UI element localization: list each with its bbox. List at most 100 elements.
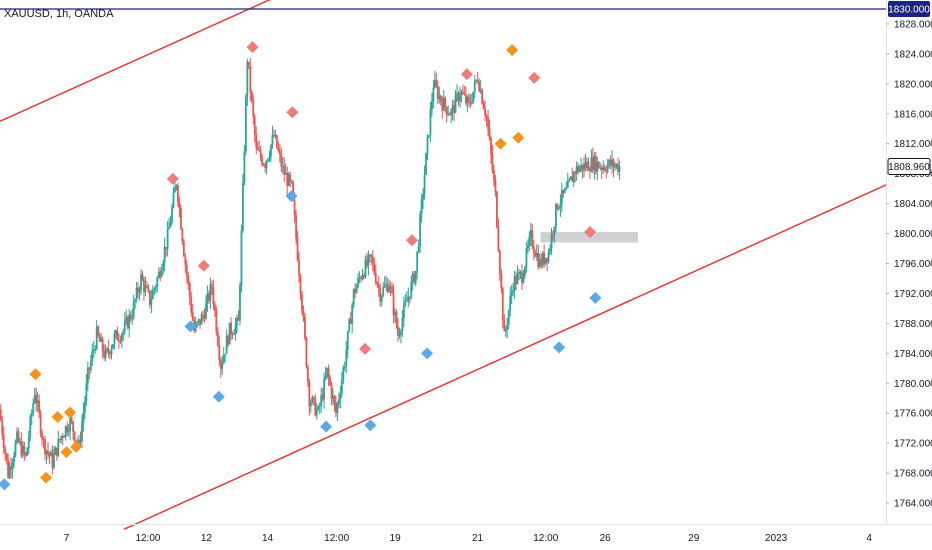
candle-body (265, 160, 268, 168)
time-tick-label: 7 (64, 533, 70, 544)
candle-body (185, 264, 188, 276)
candle-body (419, 214, 422, 247)
time-tick-label: 29 (688, 533, 700, 544)
candle-body (256, 147, 259, 151)
candle-body (70, 416, 73, 422)
candle-body (366, 259, 368, 266)
candle-body (553, 226, 556, 235)
horizontal-line-price-label: 1830.000 (888, 4, 930, 15)
candle-body (29, 416, 32, 438)
candle-body (268, 156, 271, 160)
candle-body (605, 170, 608, 172)
candle-body (574, 172, 577, 174)
candle-body (469, 101, 472, 104)
price-tick-label: 1820.000 (894, 79, 932, 90)
candle-body (17, 431, 20, 442)
trendline-channel-lower[interactable] (123, 184, 887, 530)
candle-body (237, 317, 240, 321)
candle-body (168, 226, 170, 230)
price-tick-label: 1772.000 (894, 439, 932, 450)
candle-body (491, 154, 494, 171)
signal-marker-orange (60, 446, 73, 459)
candle-body (451, 104, 454, 111)
candle-body (454, 94, 457, 113)
candle-body (134, 299, 137, 302)
candle-body (175, 185, 178, 188)
candle-body (524, 266, 526, 277)
candle-body (301, 294, 303, 311)
signal-marker-orange (51, 410, 64, 423)
candle-body (11, 462, 14, 470)
candle-body (100, 338, 103, 342)
candle-body (92, 349, 95, 352)
candle-body (391, 287, 393, 294)
candle-body (289, 174, 292, 181)
candle-body (479, 89, 482, 92)
candle-body (569, 176, 572, 180)
candle-body (329, 377, 331, 385)
candle-body (88, 367, 91, 370)
candle-body (58, 438, 61, 441)
candle-body (190, 297, 193, 313)
signal-marker-red (286, 106, 299, 119)
candle-body (14, 442, 17, 456)
candle-body (563, 189, 566, 193)
candle-body (177, 185, 179, 203)
time-tick-label: 4 (866, 533, 872, 544)
candle-body (506, 324, 509, 330)
trendline-channel-upper[interactable] (0, 0, 399, 122)
candle-body (199, 319, 201, 325)
candle-body (417, 246, 420, 252)
candle-body (33, 395, 36, 403)
candle-body (444, 97, 447, 107)
candle-body (252, 100, 255, 117)
candle-body (79, 440, 82, 442)
candle-body (206, 293, 209, 303)
candle-body (4, 448, 7, 454)
signal-marker-blue (320, 420, 333, 433)
candle-body (21, 445, 24, 456)
time-axis[interactable]: 7 12:00 12 14 12:00 19 21 12:00 26 29 2023 4 (64, 533, 873, 544)
candle-body (107, 348, 110, 353)
candle-body (565, 187, 568, 190)
trendlines-layer (0, 0, 887, 530)
candle-body (35, 395, 38, 404)
candle-body (104, 350, 107, 358)
candle-body (493, 170, 495, 180)
price-axis[interactable]: 1764.000 1768.000 1772.000 1776.000 1780.000… (886, 19, 932, 510)
candle-body (184, 256, 187, 265)
candle-body (441, 101, 444, 111)
candle-body (274, 135, 277, 137)
candle-body (540, 259, 543, 266)
candle-body (143, 280, 145, 292)
price-tick-label: 1784.000 (894, 349, 932, 360)
candle-body (314, 397, 317, 416)
candle-body (371, 256, 374, 263)
candle-body (521, 271, 523, 283)
candle-body (86, 367, 89, 383)
time-tick-label: 19 (390, 533, 402, 544)
candle-body (543, 252, 546, 264)
candle-body (414, 270, 417, 284)
candle-body (503, 320, 506, 332)
candle-body (512, 290, 515, 292)
candle-body (558, 207, 560, 209)
candle-body (504, 329, 507, 332)
candle-body (339, 393, 342, 400)
candle-body (106, 348, 108, 351)
candle-body (596, 161, 599, 172)
candle-body (194, 323, 197, 331)
time-tick-label: 12 (201, 533, 213, 544)
candle-body (66, 426, 69, 433)
candle-body (436, 86, 439, 100)
signal-marker-red (405, 234, 418, 247)
candle-body (490, 138, 492, 155)
signal-markers-layer (0, 41, 602, 491)
candle-body (304, 316, 306, 338)
candle-body (367, 255, 370, 266)
candle-body (51, 452, 54, 468)
candle-body (537, 252, 540, 267)
candle-body (5, 453, 8, 460)
candle-body (174, 187, 176, 193)
